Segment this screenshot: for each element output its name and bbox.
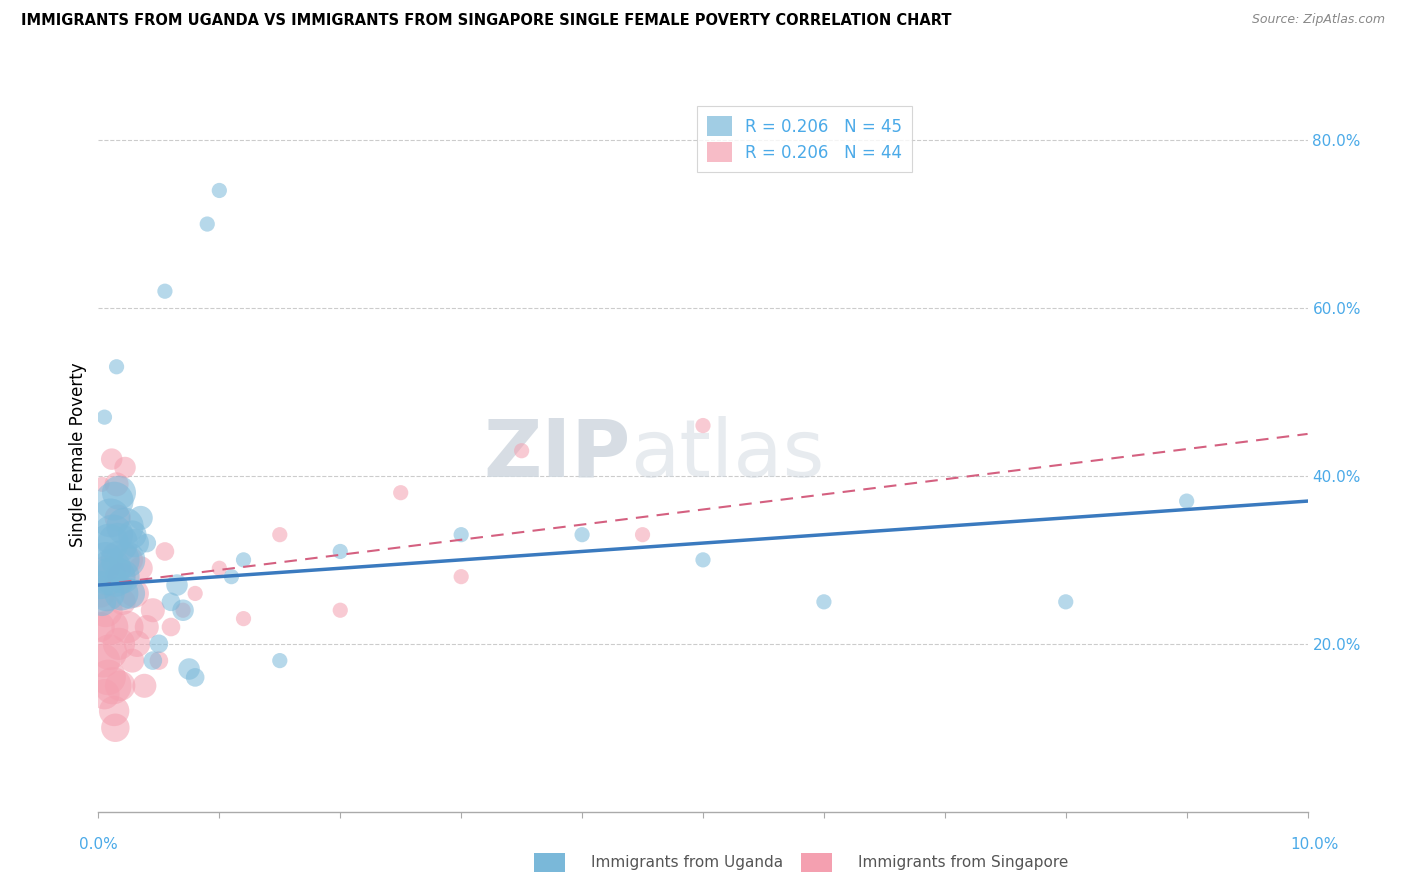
- Point: [100, 561, 122, 575]
- Point: [184, 586, 207, 600]
- Point: [111, 595, 134, 609]
- Point: [124, 586, 146, 600]
- Point: [166, 578, 188, 592]
- Point: [100, 452, 122, 467]
- Point: [1054, 595, 1077, 609]
- Point: [104, 721, 127, 735]
- Point: [103, 494, 125, 508]
- Point: [114, 460, 136, 475]
- Text: Immigrants from Uganda: Immigrants from Uganda: [591, 855, 783, 870]
- Text: ZIP: ZIP: [484, 416, 630, 494]
- Point: [142, 603, 165, 617]
- Point: [450, 569, 472, 583]
- Point: [195, 217, 218, 231]
- Point: [148, 637, 170, 651]
- Point: [118, 553, 141, 567]
- Point: [96, 561, 118, 575]
- Point: [101, 679, 124, 693]
- Point: [142, 654, 165, 668]
- Y-axis label: Single Female Poverty: Single Female Poverty: [69, 363, 87, 547]
- Point: [105, 477, 128, 491]
- Point: [389, 485, 412, 500]
- Text: atlas: atlas: [630, 416, 825, 494]
- Point: [107, 511, 129, 525]
- Text: 10.0%: 10.0%: [1291, 837, 1339, 852]
- Point: [329, 603, 352, 617]
- Point: [179, 662, 201, 676]
- Point: [172, 603, 194, 617]
- Point: [232, 612, 254, 626]
- Point: [97, 569, 120, 583]
- Point: [135, 620, 157, 634]
- Point: [96, 586, 118, 600]
- Point: [107, 536, 129, 550]
- Point: [100, 511, 122, 525]
- Point: [93, 687, 115, 701]
- Point: [571, 527, 593, 541]
- Point: [89, 620, 111, 634]
- Point: [692, 553, 714, 567]
- Point: [90, 578, 112, 592]
- Point: [110, 569, 132, 583]
- Point: [91, 595, 114, 609]
- Point: [111, 569, 134, 583]
- Point: [148, 654, 170, 668]
- Point: [269, 527, 291, 541]
- Legend: R = 0.206   N = 45, R = 0.206   N = 44: R = 0.206 N = 45, R = 0.206 N = 44: [697, 106, 912, 171]
- Point: [98, 645, 121, 659]
- Point: [510, 443, 533, 458]
- Point: [329, 544, 352, 558]
- Point: [117, 553, 139, 567]
- Point: [134, 679, 156, 693]
- Point: [631, 527, 654, 541]
- Point: [269, 654, 291, 668]
- Point: [103, 704, 125, 718]
- Point: [232, 553, 254, 567]
- Point: [160, 620, 183, 634]
- Point: [108, 485, 131, 500]
- Point: [121, 654, 143, 668]
- Text: Immigrants from Singapore: Immigrants from Singapore: [858, 855, 1069, 870]
- Point: [100, 620, 122, 634]
- Point: [129, 511, 152, 525]
- Point: [98, 536, 121, 550]
- Point: [91, 654, 114, 668]
- Point: [121, 527, 143, 541]
- Point: [97, 670, 120, 684]
- Point: [117, 620, 139, 634]
- Point: [124, 536, 146, 550]
- Point: [127, 637, 149, 651]
- Point: [108, 637, 131, 651]
- Point: [93, 410, 115, 425]
- Point: [1175, 494, 1198, 508]
- Point: [813, 595, 835, 609]
- Text: Source: ZipAtlas.com: Source: ZipAtlas.com: [1251, 13, 1385, 27]
- Point: [94, 603, 117, 617]
- Point: [91, 477, 114, 491]
- Point: [118, 586, 141, 600]
- Point: [153, 284, 176, 298]
- Point: [108, 553, 131, 567]
- Point: [221, 569, 243, 583]
- Text: IMMIGRANTS FROM UGANDA VS IMMIGRANTS FROM SINGAPORE SINGLE FEMALE POVERTY CORREL: IMMIGRANTS FROM UGANDA VS IMMIGRANTS FRO…: [21, 13, 952, 29]
- Point: [101, 527, 124, 541]
- Point: [208, 184, 231, 198]
- Text: 0.0%: 0.0%: [79, 837, 118, 852]
- Point: [692, 418, 714, 433]
- Point: [135, 536, 157, 550]
- Point: [105, 359, 128, 374]
- Point: [160, 595, 183, 609]
- Point: [172, 603, 194, 617]
- Point: [153, 544, 176, 558]
- Point: [110, 586, 132, 600]
- Point: [450, 527, 472, 541]
- Point: [184, 670, 207, 684]
- Point: [208, 561, 231, 575]
- Point: [114, 519, 136, 533]
- Point: [129, 561, 152, 575]
- Point: [94, 553, 117, 567]
- Point: [108, 679, 131, 693]
- Point: [104, 569, 127, 583]
- Point: [90, 586, 112, 600]
